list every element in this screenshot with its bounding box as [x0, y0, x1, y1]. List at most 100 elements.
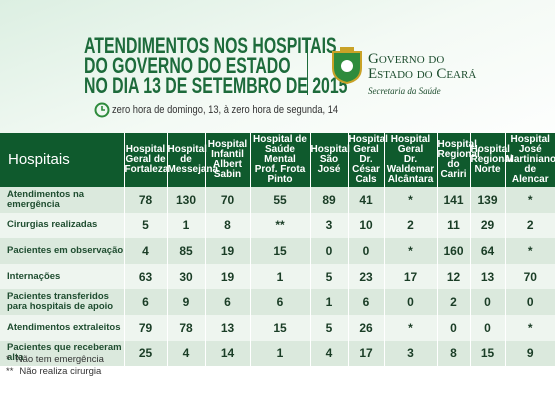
row-label: Pacientes transferidos para hospitais de… — [0, 289, 124, 315]
cell: 17 — [383, 263, 437, 290]
header-line: Albert Sabin — [213, 159, 242, 180]
cell: * — [383, 238, 437, 264]
header-line: São José — [317, 154, 341, 175]
header-line: Infantil — [211, 149, 244, 160]
cell: 3 — [309, 212, 348, 239]
row-label: Pacientes que receberam alta — [0, 340, 124, 367]
header-line: Hospital — [470, 144, 510, 155]
cell: 19 — [204, 238, 250, 264]
logo-line: Estado do Ceará — [368, 66, 477, 82]
cell: 6 — [347, 289, 384, 315]
column-header: Hospital Regional Norte — [469, 133, 513, 187]
cell: * — [383, 187, 437, 213]
header-line: Regional — [470, 154, 513, 165]
cell: 4 — [166, 340, 205, 367]
cell: 70 — [504, 263, 555, 290]
cell: 0 — [383, 289, 437, 315]
cell: 70 — [204, 187, 250, 213]
header-line: Hospital — [310, 144, 350, 155]
row: Pacientes em observação 4 85 19 15 0 0 * 160 64 * — [0, 238, 555, 264]
logo-line: Governo do — [368, 51, 445, 67]
logo-emblem — [332, 47, 362, 84]
header-line: Geral de — [125, 154, 166, 165]
header-line: Hospital — [348, 134, 388, 145]
row: Pacientes que receberam alta 25 4 14 1 4 17 3 8 1… — [0, 340, 555, 367]
cell: 0 — [309, 238, 348, 264]
column-header: Hospital Geral Dr. Waldemar Alcântara — [383, 133, 437, 187]
row: Atendimentos na emergência 78 130 70 55 89 41 *… — [0, 187, 555, 213]
clock-icon — [94, 102, 110, 118]
cell: 30 — [166, 263, 205, 290]
footnote: ** Não realiza cirurgia — [6, 366, 104, 378]
cell: 15 — [249, 238, 310, 264]
row: Cirurgias realizadas 5 1 8 ** 3 10 2 11 29 2 — [0, 212, 555, 239]
cell: 6 — [123, 289, 167, 315]
cell: 10 — [347, 212, 384, 239]
cell: * — [504, 314, 555, 341]
footnote-text: Não realiza cirurgia — [19, 366, 102, 377]
cell: 13 — [469, 263, 505, 290]
cell: 0 — [469, 289, 505, 315]
column-header: Hospital Infantil Albert Sabin — [204, 133, 250, 187]
cell: 29 — [469, 212, 505, 239]
header-line: Regional — [437, 149, 480, 160]
cell: 3 — [383, 340, 437, 367]
cell: * — [504, 187, 555, 213]
header-line: Saúde Mental — [264, 144, 296, 165]
row: Pacientes transferidos para hospitais de… — [0, 289, 555, 315]
logo-sub: Secretaria da Saúde — [368, 86, 441, 96]
logo-text: Governo do Estado do Ceará Secretaria da S… — [368, 52, 476, 99]
cell: 26 — [347, 314, 384, 341]
header-line: Martiniano — [505, 154, 555, 165]
cell: 17 — [347, 340, 384, 367]
cell: 6 — [249, 289, 310, 315]
cell: 0 — [436, 314, 470, 341]
column-header: Hospital José Martiniano de Alencar — [504, 133, 555, 187]
cell: 13 — [204, 314, 250, 341]
cell: 85 — [166, 238, 205, 264]
cell: 2 — [504, 212, 555, 239]
cell: 79 — [123, 314, 167, 341]
cell: 1 — [166, 212, 205, 239]
row-label: Internações — [0, 263, 124, 290]
header-row: Hospitais Hospital Geral de Fortaleza Hospit… — [0, 133, 555, 187]
cell: 8 — [204, 212, 250, 239]
cell: 5 — [309, 263, 348, 290]
column-header: Hospital Geral de Fortaleza — [123, 133, 168, 187]
cell: 130 — [166, 187, 205, 213]
cell: 12 — [436, 263, 470, 290]
header-line: Prof. Frota Pinto — [254, 164, 306, 185]
header-line: Hospital — [125, 144, 166, 155]
footnotes: * Não tem emergência ** Não realiza cirurgi… — [6, 354, 104, 378]
cell: 141 — [436, 187, 470, 213]
cell: 0 — [504, 289, 555, 315]
cell: 55 — [249, 187, 310, 213]
cell: 78 — [166, 314, 205, 341]
header-line: Messejana — [167, 164, 219, 175]
header-line: Hospital de — [167, 144, 207, 165]
cell: 1 — [249, 263, 310, 290]
cell: 64 — [469, 238, 505, 264]
column-header: Hospital de Messejana — [166, 133, 219, 187]
cell: 15 — [249, 314, 310, 341]
footnote-text: Não tem emergência — [15, 354, 104, 365]
cell: 9 — [166, 289, 205, 315]
cell: 5 — [309, 314, 348, 341]
header-line: Hospital José — [510, 134, 550, 155]
cell: 8 — [436, 340, 470, 367]
cell: 4 — [309, 340, 348, 367]
cell: 78 — [123, 187, 167, 213]
cell: * — [504, 238, 555, 264]
header-line: Norte — [474, 164, 501, 175]
cell: 2 — [383, 212, 437, 239]
cell: 1 — [249, 340, 310, 367]
header-line: Geral Dr. — [353, 144, 379, 165]
title-line: ATENDIMENTOS NOS HOSPITAIS — [84, 33, 337, 58]
header-line: César Cals — [352, 164, 380, 185]
cell: 0 — [469, 314, 505, 341]
row-label: Atendimentos na emergência — [0, 187, 124, 213]
subtitle: zero hora de domingo, 13, à zero hora de… — [112, 104, 339, 116]
cell: 5 — [123, 212, 167, 239]
cell: 23 — [347, 263, 384, 290]
title-line: NO DIA 13 DE SETEMBRO DE 2015 — [84, 73, 348, 98]
